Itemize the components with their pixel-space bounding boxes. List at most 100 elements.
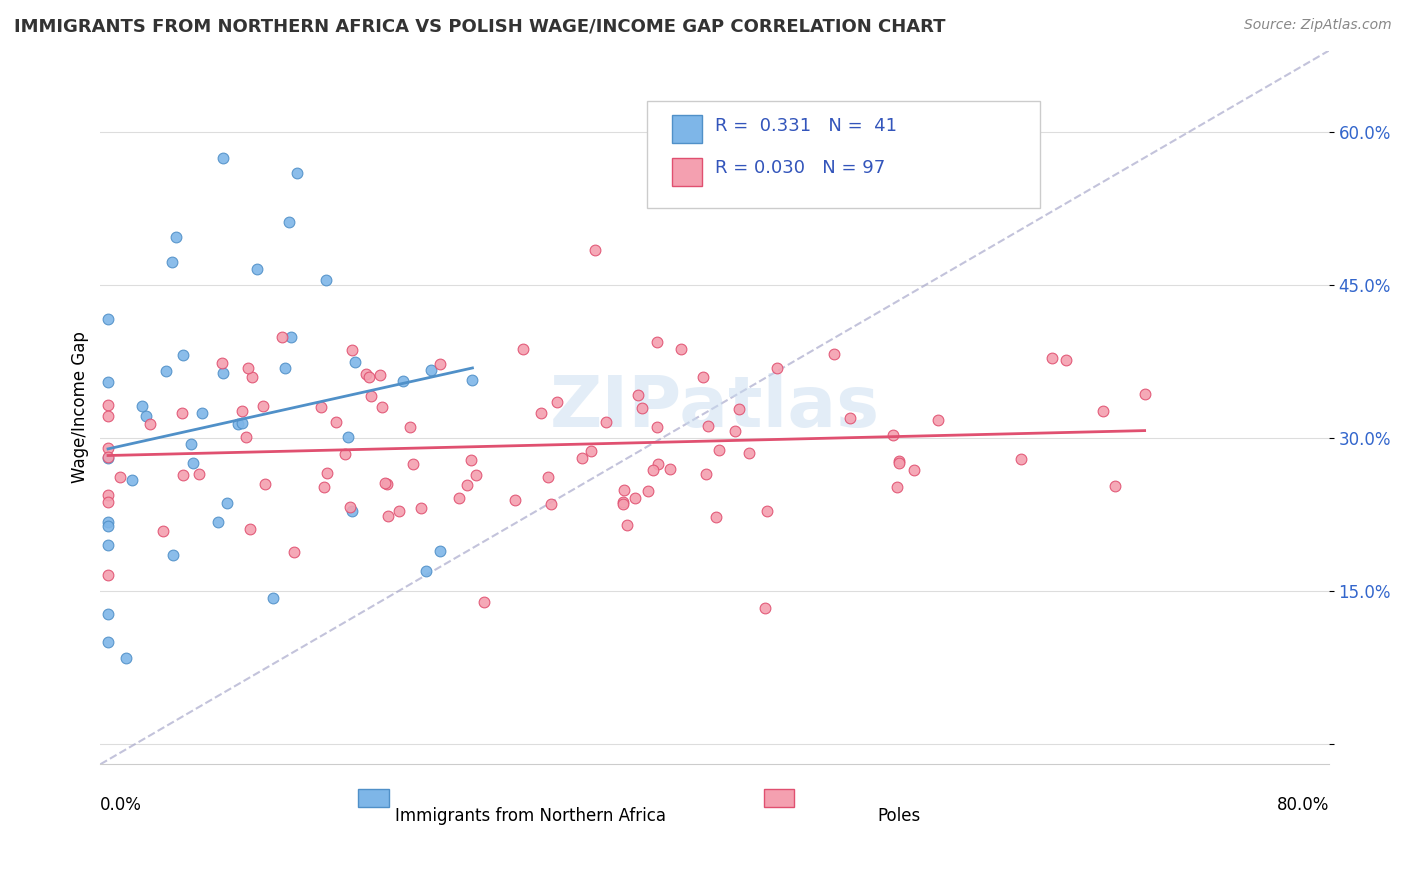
Point [97, 495, 120, 509]
Point [456, 477, 478, 491]
Point [172, 467, 194, 482]
Point [162, 549, 184, 563]
Point [165, 230, 187, 244]
Point [692, 369, 714, 384]
Point [108, 469, 131, 483]
Point [465, 467, 488, 482]
Point [252, 400, 274, 414]
Point [357, 369, 380, 384]
Point [354, 367, 377, 381]
Point [325, 415, 347, 429]
Point [1054, 353, 1077, 368]
Point [537, 469, 560, 483]
Point [512, 343, 534, 357]
Point [274, 361, 297, 376]
Point [262, 591, 284, 606]
Point [240, 370, 263, 384]
Point [449, 491, 471, 505]
Point [239, 522, 262, 536]
Text: R = 0.030   N = 97: R = 0.030 N = 97 [714, 160, 884, 178]
Point [97, 488, 120, 502]
Point [374, 475, 396, 490]
Point [728, 401, 751, 416]
Point [360, 388, 382, 402]
Text: 80.0%: 80.0% [1277, 797, 1329, 814]
Point [1133, 386, 1156, 401]
Point [461, 373, 484, 387]
Point [631, 401, 654, 415]
Point [419, 363, 441, 377]
Point [1040, 351, 1063, 366]
Y-axis label: Wage/Income Gap: Wage/Income Gap [72, 332, 89, 483]
Point [254, 477, 277, 491]
Point [211, 356, 233, 370]
Point [97, 635, 120, 649]
Point [337, 430, 360, 444]
Point [283, 545, 305, 559]
Point [342, 343, 364, 358]
Point [217, 496, 239, 510]
Point [583, 243, 606, 257]
Point [641, 463, 664, 477]
Point [368, 368, 391, 383]
Point [278, 215, 301, 229]
Point [886, 480, 908, 494]
Point [709, 442, 731, 457]
Point [838, 411, 860, 425]
Text: Poles: Poles [877, 807, 921, 825]
FancyBboxPatch shape [359, 789, 389, 807]
Point [131, 399, 153, 413]
Point [756, 504, 779, 518]
Point [311, 400, 333, 414]
Point [659, 462, 682, 476]
Point [231, 403, 253, 417]
Point [371, 400, 394, 414]
Point [472, 594, 495, 608]
Point [882, 428, 904, 442]
Point [135, 409, 157, 423]
Point [1104, 479, 1126, 493]
Point [180, 436, 202, 450]
Point [398, 420, 420, 434]
Point [697, 418, 720, 433]
Point [645, 420, 668, 434]
Point [315, 273, 337, 287]
Point [927, 413, 949, 427]
Text: Source: ZipAtlas.com: Source: ZipAtlas.com [1244, 18, 1392, 32]
Point [695, 467, 717, 481]
Point [188, 467, 211, 482]
Point [183, 456, 205, 470]
Point [546, 394, 568, 409]
Point [704, 509, 727, 524]
Point [647, 457, 669, 471]
Point [391, 374, 413, 388]
Point [823, 347, 845, 361]
Point [612, 497, 634, 511]
Point [97, 515, 120, 529]
Point [238, 361, 260, 376]
Point [903, 463, 925, 477]
Point [97, 538, 120, 552]
FancyBboxPatch shape [763, 789, 794, 807]
Point [627, 388, 650, 402]
Point [339, 500, 361, 515]
Point [429, 544, 451, 558]
Point [97, 607, 120, 622]
Point [191, 406, 214, 420]
Point [285, 166, 308, 180]
Point [97, 311, 120, 326]
Point [616, 518, 638, 533]
Point [723, 424, 745, 438]
Point [97, 450, 120, 464]
Point [212, 151, 235, 165]
Point [460, 452, 482, 467]
Point [312, 480, 335, 494]
Point [97, 441, 120, 455]
Point [375, 477, 398, 491]
Point [754, 601, 776, 615]
Point [121, 474, 143, 488]
Point [637, 483, 659, 498]
Point [612, 483, 634, 497]
Point [402, 458, 425, 472]
Point [271, 330, 294, 344]
